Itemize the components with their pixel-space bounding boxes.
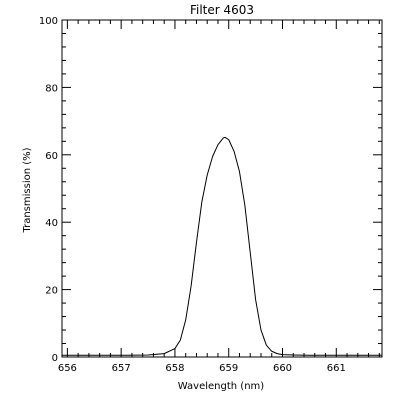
- x-tick-label: 661: [327, 363, 346, 374]
- y-tick-label: 40: [45, 218, 58, 229]
- y-tick-label: 0: [52, 353, 58, 364]
- x-axis-label: Wavelength (nm): [178, 381, 264, 392]
- y-tick-label: 20: [45, 286, 58, 297]
- series-layer: [62, 136, 382, 356]
- y-tick-label: 80: [45, 83, 58, 94]
- y-axis-label: Transmission (%): [22, 147, 33, 233]
- y-tick-label: 60: [45, 151, 58, 162]
- chart-title: Filter 4603: [190, 3, 254, 17]
- plot-frame: [61, 19, 383, 358]
- y-axis: 0 20 40 60 80 100: [39, 16, 382, 364]
- x-axis: 656 657 658 659 660 661: [58, 20, 380, 374]
- x-tick-label: 656: [58, 363, 77, 374]
- series-line: [62, 136, 382, 356]
- x-tick-label: 659: [219, 363, 238, 374]
- x-tick-label: 660: [273, 363, 292, 374]
- y-tick-label: 100: [39, 16, 58, 27]
- x-tick-label: 657: [112, 363, 131, 374]
- x-tick-label: 658: [165, 363, 184, 374]
- plot-border: [61, 19, 383, 358]
